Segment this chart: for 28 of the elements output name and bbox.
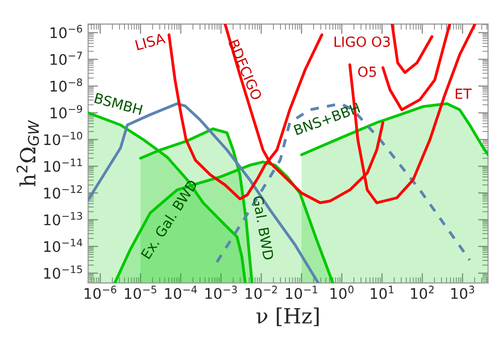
x-tick-label: 10$^{0}$ <box>330 286 354 300</box>
x-tick-label: 10$^{−4}$ <box>165 286 197 300</box>
x-tick-label: 10$^{−3}$ <box>205 286 237 300</box>
x-tick-label: 10$^{−5}$ <box>124 286 156 300</box>
y-tick-label: 10$^{−9}$ <box>50 105 82 118</box>
annotation: Gal. BWD <box>252 195 274 260</box>
x-axis-title: ν [Hz] <box>256 308 319 326</box>
y-tick-label: 10$^{−10}$ <box>44 132 82 146</box>
y-tick-label: 10$^{−6}$ <box>50 24 82 38</box>
x-tick-label: 10$^{2}$ <box>411 286 434 300</box>
y-tick-label: 10$^{−14}$ <box>44 238 82 252</box>
y-axis-title: h$^{2}$Ω$_{GW}$ <box>16 120 39 186</box>
annotation: LIGO O3 <box>334 36 390 47</box>
annotation: BSMBH <box>94 92 143 116</box>
y-tick-label: 10$^{−11}$ <box>44 158 82 172</box>
y-tick-label: 10$^{−7}$ <box>50 52 82 65</box>
y-tick-label: 10$^{−8}$ <box>50 78 82 92</box>
x-tick-label: 10$^{−2}$ <box>246 286 277 300</box>
x-tick-label: 10$^{−6}$ <box>84 286 116 300</box>
annotation: ET <box>456 88 472 99</box>
y-tick-label: 10$^{−15}$ <box>44 266 82 279</box>
y-tick-label: 10$^{−13}$ <box>44 212 82 226</box>
y-tick-label: 10$^{−12}$ <box>44 185 82 199</box>
x-tick-label: 10$^{1}$ <box>370 286 394 300</box>
x-tick-label: 10$^{−1}$ <box>286 286 318 300</box>
annotation: O5 <box>358 66 376 77</box>
annotation: LISA <box>135 32 166 50</box>
x-tick-label: 10$^{3}$ <box>451 286 474 300</box>
